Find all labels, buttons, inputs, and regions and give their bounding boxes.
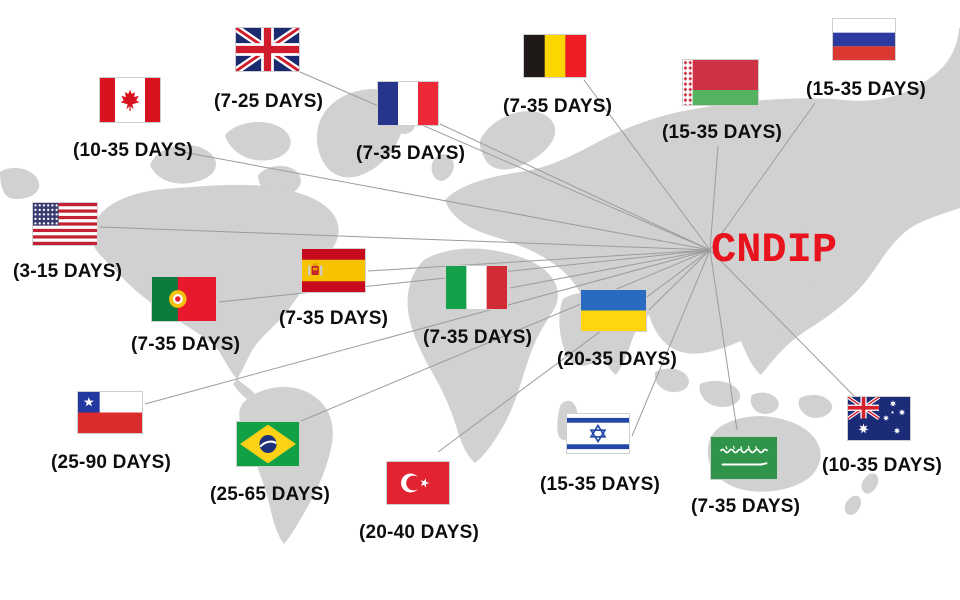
turkey-flag-icon [387, 462, 449, 504]
brand-title: CNDIP [711, 226, 838, 274]
delivery-days-label-turkey: (20-40 DAYS) [359, 522, 479, 543]
delivery-days-label-israel: (15-35 DAYS) [540, 474, 660, 495]
portugal-flag-icon [152, 277, 216, 321]
saudi-arabia-flag-icon [711, 437, 777, 479]
chile-flag-icon [78, 392, 142, 433]
delivery-days-label-brazil: (25-65 DAYS) [210, 484, 330, 505]
ukraine-flag-icon [581, 290, 646, 331]
brazil-flag-icon [237, 422, 299, 466]
belarus-flag-icon [683, 60, 758, 105]
delivery-days-label-portugal: (7-35 DAYS) [131, 334, 241, 355]
delivery-days-label-usa: (3-15 DAYS) [13, 261, 123, 282]
delivery-days-label-france: (7-35 DAYS) [356, 143, 466, 164]
delivery-days-label-saudi_arabia: (7-35 DAYS) [691, 496, 801, 517]
delivery-days-label-canada: (10-35 DAYS) [73, 140, 193, 161]
usa-flag-icon [33, 203, 97, 245]
united-kingdom-flag-icon [236, 28, 299, 71]
canada-flag-icon [100, 78, 160, 122]
belgium-flag-icon [524, 35, 586, 77]
delivery-days-label-russia: (15-35 DAYS) [806, 79, 926, 100]
italy-flag-icon [446, 266, 507, 309]
delivery-days-label-spain: (7-35 DAYS) [279, 308, 389, 329]
delivery-days-label-australia: (10-35 DAYS) [822, 455, 942, 476]
israel-flag-icon [567, 414, 629, 453]
australia-flag-icon [848, 397, 910, 440]
delivery-days-label-ukraine: (20-35 DAYS) [557, 349, 677, 370]
delivery-days-label-chile: (25-90 DAYS) [51, 452, 171, 473]
delivery-days-label-uk: (7-25 DAYS) [214, 91, 324, 112]
delivery-days-label-italy: (7-35 DAYS) [423, 327, 533, 348]
delivery-days-label-belarus: (15-35 DAYS) [662, 122, 782, 143]
france-flag-icon [378, 82, 438, 125]
delivery-days-label-belgium: (7-35 DAYS) [503, 96, 613, 117]
russia-flag-icon [833, 19, 895, 60]
spain-flag-icon [302, 249, 365, 292]
